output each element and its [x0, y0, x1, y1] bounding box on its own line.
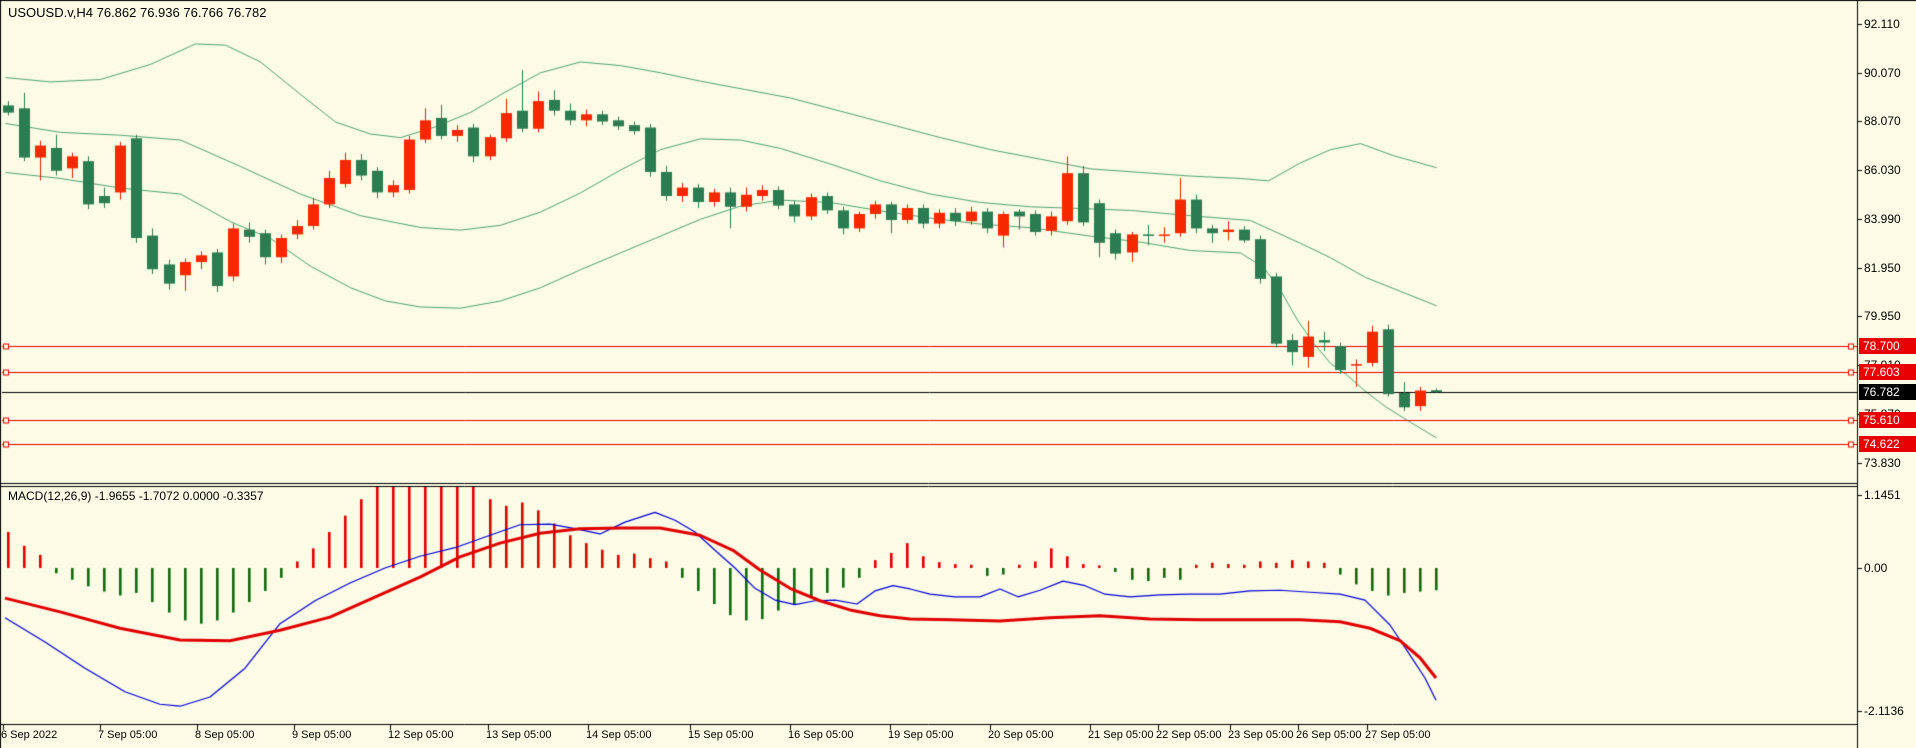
price-line-badge: 74.622 — [1859, 436, 1916, 452]
time-axis-label: 27 Sep 05:00 — [1365, 729, 1430, 741]
price-axis-label: 86.030 — [1864, 163, 1901, 177]
time-axis-label: 20 Sep 05:00 — [988, 729, 1053, 741]
time-axis-label: 12 Sep 05:00 — [388, 729, 453, 741]
time-axis-label: 15 Sep 05:00 — [688, 729, 753, 741]
terminal-chart-window: { "header": { "title_line": "USOUSD.v,H4… — [0, 0, 1916, 748]
time-axis-label: 7 Sep 05:00 — [98, 729, 157, 741]
time-axis-label: 19 Sep 05:00 — [888, 729, 953, 741]
time-axis-label: 13 Sep 05:00 — [486, 729, 551, 741]
price-line-badge: 77.603 — [1859, 364, 1916, 380]
price-axis-label: 88.070 — [1864, 114, 1901, 128]
time-axis-label: 14 Sep 05:00 — [586, 729, 651, 741]
time-axis-label: 6 Sep 2022 — [1, 729, 57, 741]
price-axis-label: 73.830 — [1864, 456, 1901, 470]
price-axis-label: 90.070 — [1864, 66, 1901, 80]
time-axis-label: 9 Sep 05:00 — [292, 729, 351, 741]
time-axis-label: 16 Sep 05:00 — [788, 729, 853, 741]
time-axis-label: 21 Sep 05:00 — [1088, 729, 1153, 741]
price-axis-label: 83.990 — [1864, 212, 1901, 226]
time-axis-label: 8 Sep 05:00 — [195, 729, 254, 741]
price-line-badge: 76.782 — [1859, 384, 1916, 400]
price-axis-label: 79.950 — [1864, 309, 1901, 323]
price-line-badge: 78.700 — [1859, 338, 1916, 354]
price-line-badge: 75.610 — [1859, 412, 1916, 428]
time-axis[interactable]: 6 Sep 2022 7 Sep 05:00 8 Sep 05:00 9 Sep 05… — [0, 0, 1916, 748]
price-axis-label: 92.110 — [1864, 17, 1900, 31]
time-axis-label: 23 Sep 05:00 — [1228, 729, 1293, 741]
time-axis-label: 26 Sep 05:00 — [1296, 729, 1361, 741]
price-axis-label: 81.950 — [1864, 261, 1901, 275]
time-axis-label: 22 Sep 05:00 — [1156, 729, 1221, 741]
